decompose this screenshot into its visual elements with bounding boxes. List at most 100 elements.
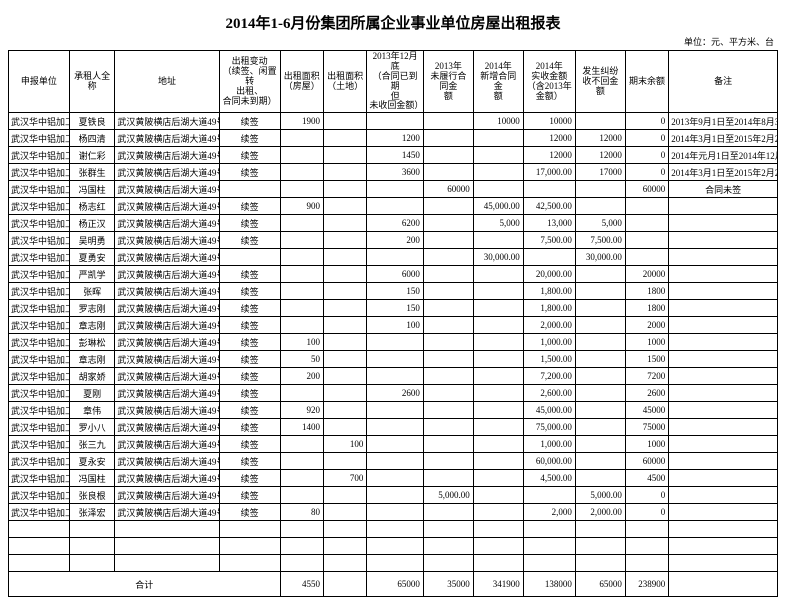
totals-c8: 35000 (423, 572, 473, 597)
cell-c2: 张三九 (69, 436, 115, 453)
cell-c2: 罗小八 (69, 419, 115, 436)
cell-c2: 杨正汉 (69, 215, 115, 232)
cell-c1: 武汉华中铝加工厂 (9, 164, 70, 181)
cell-c3: 武汉黄陂横店后湖大道49号 (115, 436, 219, 453)
cell-c12: 60000 (625, 453, 668, 470)
cell-c10: 1,800.00 (523, 300, 575, 317)
cell-c13: 2014年3月1日至2015年2月28日 (669, 164, 778, 181)
cell-c1: 武汉华中铝加工厂 (9, 385, 70, 402)
cell-c9 (473, 351, 523, 368)
col-header-8: 2014年 新增合同金 额 (473, 51, 523, 113)
cell-c12: 75000 (625, 419, 668, 436)
cell-c11: 17000 (575, 164, 625, 181)
cell-c5 (280, 215, 323, 232)
cell-c8 (423, 113, 473, 130)
cell-c9 (473, 368, 523, 385)
cell-c7 (367, 470, 423, 487)
cell-c8 (423, 368, 473, 385)
cell-c6 (323, 266, 366, 283)
cell-c2: 谢仁彩 (69, 147, 115, 164)
cell-c6 (323, 300, 366, 317)
col-header-6: 2013年12月底 （合同已到期 但 未收回金额） (367, 51, 423, 113)
cell-c2: 张晖 (69, 283, 115, 300)
cell-c12: 1000 (625, 334, 668, 351)
table-row-blank (9, 521, 778, 538)
table-row: 武汉华中铝加工厂夏永安武汉黄陂横店后湖大道49号续签60,000.0060000 (9, 453, 778, 470)
cell-c8 (423, 385, 473, 402)
cell-c6 (323, 113, 366, 130)
col-header-9: 2014年 实收金额 （含2013年 金额） (523, 51, 575, 113)
cell-c12: 1000 (625, 436, 668, 453)
cell-c7 (367, 113, 423, 130)
cell-c6 (323, 198, 366, 215)
cell-c2: 张良根 (69, 487, 115, 504)
totals-c12: 238900 (625, 572, 668, 597)
cell-c1: 武汉华中铝加工厂 (9, 249, 70, 266)
col-header-10: 发生纠纷 收不回金额 (575, 51, 625, 113)
cell-c5 (280, 130, 323, 147)
col-header-11: 期末余额 (625, 51, 668, 113)
table-row-blank (9, 538, 778, 555)
cell-c10: 1,800.00 (523, 283, 575, 300)
cell-c10: 20,000.00 (523, 266, 575, 283)
cell-c3: 武汉黄陂横店后湖大道49号 (115, 334, 219, 351)
cell-c2: 章伟 (69, 402, 115, 419)
cell-c11 (575, 198, 625, 215)
cell-c5: 50 (280, 351, 323, 368)
cell-c5: 920 (280, 402, 323, 419)
cell-c5 (280, 283, 323, 300)
cell-c13 (669, 232, 778, 249)
cell-c9: 45,000.00 (473, 198, 523, 215)
cell-c9 (473, 504, 523, 521)
rental-report-table: 申报单位承租人全称地址出租变动 （续签、闲置转 出租、 合同未到期）出租面积 （… (8, 50, 778, 597)
cell-c1: 武汉华中铝加工厂 (9, 266, 70, 283)
cell-c8 (423, 266, 473, 283)
cell-c10: 10000 (523, 113, 575, 130)
cell-c8 (423, 249, 473, 266)
cell-c9: 10000 (473, 113, 523, 130)
cell-c8 (423, 419, 473, 436)
cell-c1: 武汉华中铝加工厂 (9, 198, 70, 215)
cell-c13 (669, 436, 778, 453)
cell-c2: 章志刚 (69, 317, 115, 334)
cell-c5: 1900 (280, 113, 323, 130)
totals-c10: 138000 (523, 572, 575, 597)
cell-c3: 武汉黄陂横店后湖大道49号 (115, 419, 219, 436)
cell-c3: 武汉黄陂横店后湖大道49号 (115, 266, 219, 283)
cell-c4: 续签 (219, 487, 280, 504)
cell-c3: 武汉黄陂横店后湖大道49号 (115, 113, 219, 130)
cell-c5 (280, 436, 323, 453)
cell-c1: 武汉华中铝加工厂 (9, 504, 70, 521)
cell-c4: 续签 (219, 470, 280, 487)
cell-c12: 1800 (625, 300, 668, 317)
cell-c9: 5,000 (473, 215, 523, 232)
cell-c12: 1800 (625, 283, 668, 300)
cell-c8 (423, 504, 473, 521)
cell-c5: 900 (280, 198, 323, 215)
col-header-0: 申报单位 (9, 51, 70, 113)
cell-c10: 7,200.00 (523, 368, 575, 385)
cell-c7 (367, 334, 423, 351)
cell-c9 (473, 453, 523, 470)
cell-c2: 严凯学 (69, 266, 115, 283)
cell-c11 (575, 300, 625, 317)
cell-c9 (473, 130, 523, 147)
cell-c12: 7200 (625, 368, 668, 385)
cell-c5: 1400 (280, 419, 323, 436)
cell-c6 (323, 453, 366, 470)
cell-c13 (669, 368, 778, 385)
cell-c4: 续签 (219, 130, 280, 147)
cell-c9 (473, 487, 523, 504)
cell-c12: 0 (625, 164, 668, 181)
cell-c11 (575, 368, 625, 385)
cell-c11: 12000 (575, 130, 625, 147)
cell-c13: 合同未签 (669, 181, 778, 198)
cell-c2: 彭琳松 (69, 334, 115, 351)
cell-c4: 续签 (219, 266, 280, 283)
cell-c13 (669, 487, 778, 504)
cell-c6 (323, 283, 366, 300)
cell-c4: 续签 (219, 402, 280, 419)
cell-c3: 武汉黄陂横店后湖大道49号 (115, 453, 219, 470)
cell-c8 (423, 334, 473, 351)
cell-c3: 武汉黄陂横店后湖大道49号 (115, 385, 219, 402)
